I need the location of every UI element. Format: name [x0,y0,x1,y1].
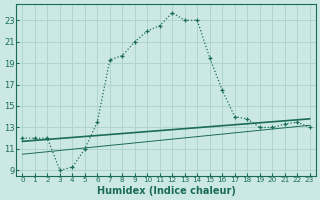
X-axis label: Humidex (Indice chaleur): Humidex (Indice chaleur) [97,186,236,196]
